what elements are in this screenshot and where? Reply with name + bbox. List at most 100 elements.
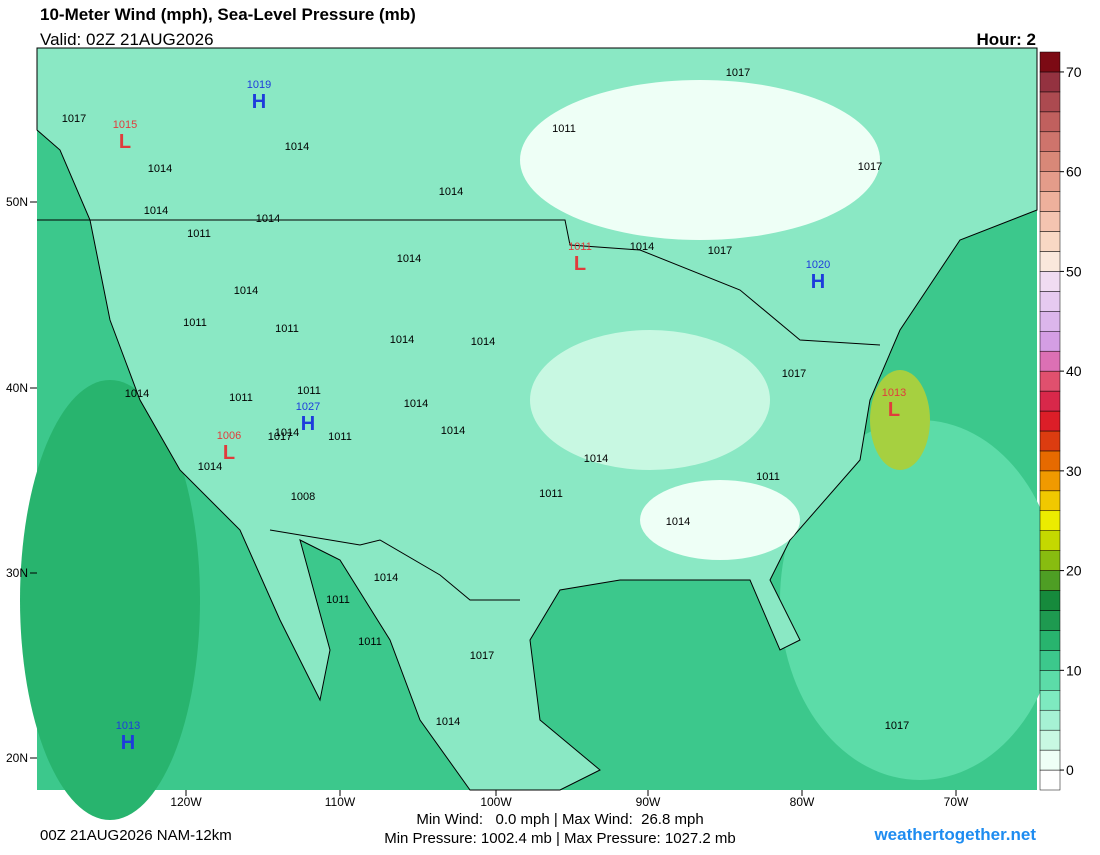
colorbar-bin bbox=[1039, 550, 1061, 571]
colorbar-bin bbox=[1039, 410, 1061, 432]
colorbar-bin bbox=[1039, 709, 1061, 731]
colorbar-bin bbox=[1039, 131, 1061, 152]
colorbar-bin bbox=[1039, 570, 1061, 591]
site-link[interactable]: weathertogether.net bbox=[873, 825, 1036, 844]
forecast-hour: Hour: 2 bbox=[977, 30, 1037, 49]
colorbar-bin bbox=[1039, 330, 1061, 352]
calm-area bbox=[520, 80, 880, 240]
center-pressure: 1019 bbox=[247, 79, 271, 91]
wind-range: Min Wind: 0.0 mph | Max Wind: 26.8 mph bbox=[416, 811, 703, 828]
colorbar-bin bbox=[1039, 111, 1061, 133]
colorbar-bin bbox=[1039, 71, 1061, 93]
lat-label: 20N bbox=[6, 751, 28, 765]
colorbar-bin bbox=[1039, 630, 1061, 651]
colorbar-label: 20 bbox=[1066, 563, 1082, 579]
border bbox=[37, 219, 881, 346]
map bbox=[20, 47, 1060, 820]
lon-label: 80W bbox=[790, 795, 815, 809]
center-pressure: 1013 bbox=[116, 720, 140, 732]
center-letter: H bbox=[252, 91, 266, 113]
colorbar-bin bbox=[1039, 510, 1061, 531]
wind-field bbox=[870, 370, 930, 470]
colorbar-label: 0 bbox=[1066, 762, 1074, 778]
isobar-label: 1011 bbox=[539, 488, 563, 500]
colorbar-bin bbox=[1039, 470, 1061, 492]
colorbar-label: 70 bbox=[1066, 64, 1082, 80]
colorbar-bin bbox=[1039, 749, 1061, 771]
colorbar-bin bbox=[1039, 370, 1061, 392]
isobar-label: 1014 bbox=[144, 205, 168, 217]
isobar-label: 1014 bbox=[584, 453, 608, 465]
colorbar-bin bbox=[1039, 650, 1061, 671]
isobar-label: 1008 bbox=[291, 491, 315, 503]
colorbar-bin bbox=[1039, 610, 1061, 631]
isobar-label: 1011 bbox=[229, 392, 253, 404]
lon-label: 120W bbox=[170, 795, 202, 809]
isobar-label: 1014 bbox=[404, 398, 428, 410]
lat-label: 50N bbox=[6, 195, 28, 209]
isobar-label: 1014 bbox=[374, 572, 398, 584]
wind-field bbox=[20, 380, 200, 820]
colorbar-bin bbox=[1039, 151, 1061, 172]
colorbar-bin bbox=[1039, 490, 1061, 512]
center-letter: L bbox=[223, 442, 235, 464]
center-letter: L bbox=[119, 131, 131, 153]
center-letter: H bbox=[121, 732, 135, 754]
center-pressure: 1006 bbox=[217, 430, 241, 442]
isobar-label: 1011 bbox=[326, 594, 350, 606]
isobar-label: 1017 bbox=[708, 245, 732, 257]
isobar-label: 1017 bbox=[726, 67, 750, 79]
valid-time: Valid: 02Z 21AUG2026 bbox=[40, 30, 214, 49]
colorbar-bin bbox=[1039, 729, 1061, 751]
colorbar-bin bbox=[1039, 769, 1061, 791]
lon-label: 90W bbox=[636, 795, 661, 809]
center-pressure: 1013 bbox=[882, 387, 906, 399]
colorbar-label: 40 bbox=[1066, 363, 1082, 379]
colorbar-bin bbox=[1039, 191, 1061, 212]
isobar-label: 1014 bbox=[471, 336, 495, 348]
isobar-label: 1017 bbox=[470, 650, 494, 662]
pressure-range: Min Pressure: 1002.4 mb | Max Pressure: … bbox=[384, 830, 736, 847]
calm-area bbox=[640, 480, 800, 560]
colorbar-bin bbox=[1039, 430, 1061, 452]
center-pressure: 1027 bbox=[296, 401, 320, 413]
colorbar-bin bbox=[1039, 291, 1061, 312]
lon-label: 70W bbox=[944, 795, 969, 809]
colorbar-bin bbox=[1039, 231, 1061, 252]
isobar-label: 1011 bbox=[187, 228, 211, 240]
center-letter: H bbox=[811, 271, 825, 293]
isobar-label: 1014 bbox=[441, 425, 465, 437]
isobar-label: 1014 bbox=[148, 163, 172, 175]
isobar-label: 1014 bbox=[630, 241, 654, 253]
isobar-label: 1014 bbox=[439, 186, 463, 198]
colorbar-label: 50 bbox=[1066, 263, 1082, 279]
isobar-label: 1011 bbox=[183, 317, 207, 329]
isobar-label: 1014 bbox=[390, 334, 414, 346]
isobar-label: 1011 bbox=[756, 471, 780, 483]
colorbar-bin bbox=[1039, 271, 1061, 292]
isobar-label: 1014 bbox=[666, 516, 690, 528]
isobar-label: 1017 bbox=[62, 113, 86, 125]
colorbar-bin bbox=[1039, 390, 1061, 412]
colorbar-bin bbox=[1039, 311, 1061, 332]
colorbar-bin bbox=[1039, 530, 1061, 551]
isobar-label: 1011 bbox=[275, 323, 299, 335]
center-letter: L bbox=[888, 399, 900, 421]
center-pressure: 1011 bbox=[568, 241, 592, 253]
isobar-label: 1017 bbox=[782, 368, 806, 380]
title: 10-Meter Wind (mph), Sea-Level Pressure … bbox=[40, 5, 416, 24]
border bbox=[269, 529, 520, 601]
colorbar-bin bbox=[1039, 590, 1061, 611]
model-run: 00Z 21AUG2026 NAM-12km bbox=[40, 827, 232, 844]
wind-field bbox=[780, 420, 1060, 780]
colorbar-bin bbox=[1039, 91, 1061, 113]
colorbar-bin bbox=[1039, 51, 1061, 73]
colorbar-bin bbox=[1039, 450, 1061, 472]
colorbar-bin bbox=[1039, 211, 1061, 232]
isobar-label: 1011 bbox=[328, 431, 352, 443]
isobar-label: 1011 bbox=[358, 636, 382, 648]
isobar-label: 1014 bbox=[256, 213, 280, 225]
calm-area bbox=[530, 330, 770, 470]
center-pressure: 1015 bbox=[113, 119, 137, 131]
